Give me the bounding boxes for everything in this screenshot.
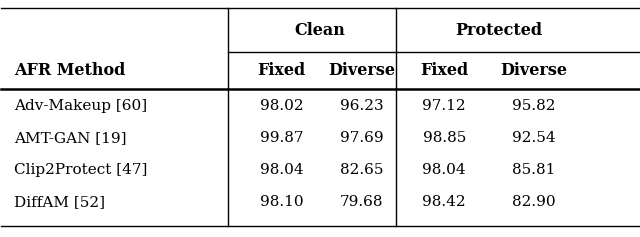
Text: 85.81: 85.81 (512, 163, 555, 177)
Text: Diverse: Diverse (328, 62, 395, 79)
Text: 96.23: 96.23 (340, 99, 383, 114)
Text: 97.69: 97.69 (340, 131, 383, 145)
Text: 98.85: 98.85 (422, 131, 466, 145)
Text: 92.54: 92.54 (511, 131, 556, 145)
Text: 82.65: 82.65 (340, 163, 383, 177)
Text: 98.04: 98.04 (422, 163, 466, 177)
Text: 97.12: 97.12 (422, 99, 466, 114)
Text: AFR Method: AFR Method (14, 62, 125, 79)
Text: Fixed: Fixed (420, 62, 468, 79)
Text: 99.87: 99.87 (260, 131, 303, 145)
Text: DiffAM [52]: DiffAM [52] (14, 195, 105, 209)
Text: Diverse: Diverse (500, 62, 567, 79)
Text: Fixed: Fixed (258, 62, 306, 79)
Text: Clip2Protect [47]: Clip2Protect [47] (14, 163, 147, 177)
Text: AMT-GAN [19]: AMT-GAN [19] (14, 131, 127, 145)
Text: 82.90: 82.90 (511, 195, 556, 209)
Text: Protected: Protected (455, 22, 542, 39)
Text: 98.02: 98.02 (260, 99, 303, 114)
Text: Adv-Makeup [60]: Adv-Makeup [60] (14, 99, 147, 114)
Text: 95.82: 95.82 (512, 99, 556, 114)
Text: 98.42: 98.42 (422, 195, 466, 209)
Text: 98.04: 98.04 (260, 163, 303, 177)
Text: Clean: Clean (294, 22, 346, 39)
Text: 98.10: 98.10 (260, 195, 303, 209)
Text: 79.68: 79.68 (340, 195, 383, 209)
